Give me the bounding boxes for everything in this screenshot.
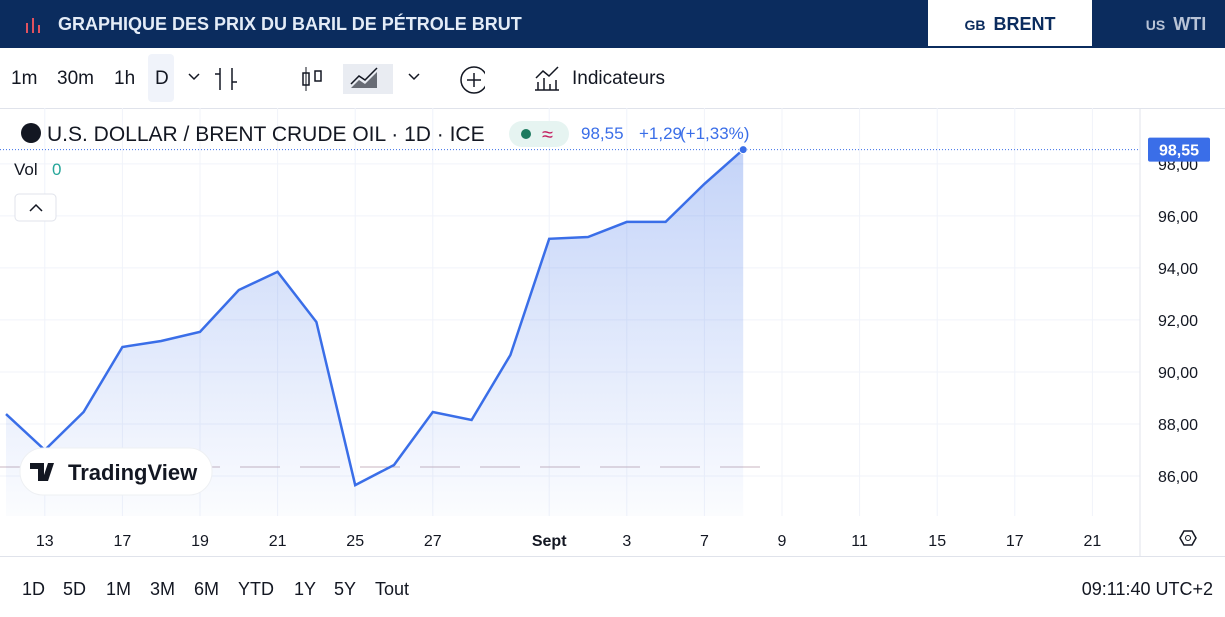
tab-wti[interactable]: US WTI bbox=[1094, 0, 1225, 46]
x-tick-label: 21 bbox=[269, 533, 287, 550]
y-tick-label: 94,00 bbox=[1158, 261, 1198, 278]
x-tick-label: 7 bbox=[700, 533, 709, 550]
watermark-box bbox=[19, 447, 213, 496]
x-tick-label: 25 bbox=[346, 533, 364, 550]
legend-symbol: U.S. DOLLAR / BRENT CRUDE OIL · 1D · ICE bbox=[47, 123, 485, 146]
watermark-logo bbox=[30, 463, 54, 481]
logo-icon bbox=[26, 18, 40, 33]
symbol-icon bbox=[21, 123, 41, 143]
tab-flag: GB bbox=[964, 17, 986, 33]
x-tick-label: 13 bbox=[36, 533, 54, 550]
toolbar: 1m 30m 1h D Indicateurs bbox=[0, 48, 1225, 109]
y-tick-label: 90,00 bbox=[1158, 365, 1198, 382]
price-line bbox=[5, 148, 745, 487]
legend-change: +1,29 bbox=[639, 124, 682, 143]
range-button[interactable]: 3M bbox=[150, 579, 176, 599]
range-button[interactable]: Tout bbox=[375, 579, 410, 599]
x-tick-label: 21 bbox=[1084, 533, 1102, 550]
header-title: GRAPHIQUE DES PRIX DU BARIL DE PÉTROLE B… bbox=[58, 14, 522, 34]
area-fill bbox=[6, 149, 744, 516]
last-price-label: 98,55 bbox=[1159, 143, 1199, 160]
y-tick-label: 96,00 bbox=[1158, 209, 1198, 226]
y-tick-label: 88,00 bbox=[1158, 417, 1198, 434]
x-tick-label: 9 bbox=[778, 533, 787, 550]
settings-dot bbox=[1185, 535, 1191, 541]
tab-label: BRENT bbox=[993, 14, 1056, 34]
tab-flag: US bbox=[1145, 17, 1166, 33]
interval[interactable]: 1h bbox=[114, 68, 136, 89]
header: GRAPHIQUE DES PRIX DU BARIL DE PÉTROLE B… bbox=[0, 0, 1225, 48]
watermark-text: TradingView bbox=[68, 460, 198, 485]
range-button[interactable]: 5Y bbox=[334, 579, 357, 599]
range-button[interactable]: YTD bbox=[238, 579, 274, 599]
indicators-button[interactable]: Indicateurs bbox=[572, 68, 665, 89]
range-button[interactable]: 1M bbox=[106, 579, 132, 599]
y-tick-label: 92,00 bbox=[1158, 313, 1198, 330]
collapse-icon bbox=[29, 203, 43, 212]
legend: U.S. DOLLAR / BRENT CRUDE OIL · 1D · ICE… bbox=[14, 121, 749, 222]
range-button[interactable]: 1D bbox=[22, 579, 46, 599]
settings-icon bbox=[1179, 530, 1197, 546]
y-tick-label: 86,00 bbox=[1158, 469, 1198, 486]
x-tick-label: 11 bbox=[851, 533, 868, 550]
status-pill bbox=[509, 121, 569, 147]
indicators-icon bbox=[535, 66, 559, 91]
status-approx: ≈ bbox=[542, 124, 553, 146]
range-button[interactable]: 6M bbox=[194, 579, 220, 599]
last-price-badge bbox=[1148, 137, 1210, 162]
tab-label: WTI bbox=[1173, 14, 1207, 34]
interval[interactable]: 1m bbox=[11, 68, 38, 89]
x-tick-label: Sept bbox=[532, 533, 567, 550]
interval[interactable]: D bbox=[155, 68, 169, 89]
range-button[interactable]: 1Y bbox=[294, 579, 317, 599]
toolbar-icons bbox=[188, 64, 485, 94]
collapse-button bbox=[14, 193, 57, 222]
x-tick-label: 17 bbox=[1006, 533, 1024, 550]
vol-label: Vol bbox=[14, 160, 38, 179]
x-tick-label: 3 bbox=[622, 533, 631, 550]
legend-price: 98,55 bbox=[581, 124, 624, 143]
x-tick-label: 17 bbox=[114, 533, 132, 550]
x-tick-label: 19 bbox=[191, 533, 209, 550]
interval[interactable]: 30m bbox=[57, 68, 94, 89]
interval-active-bg bbox=[148, 54, 174, 102]
vol-value: 0 bbox=[52, 160, 61, 179]
last-point bbox=[738, 145, 748, 155]
range-button[interactable]: 5D bbox=[63, 579, 87, 599]
clock: 09:11:40 UTC+2 bbox=[1081, 579, 1213, 599]
footer: 1D 5D 1M 3M 6M YTD 1Y 5Y Tout 09:11:40 UTC+2 bbox=[0, 556, 1225, 617]
tab-brent[interactable]: GB BRENT bbox=[928, 0, 1092, 46]
status-dot bbox=[521, 129, 531, 139]
x-tick-label: 15 bbox=[928, 533, 946, 550]
x-tick-label: 27 bbox=[424, 533, 442, 550]
legend-change-pct: (+1,33%) bbox=[680, 124, 749, 143]
